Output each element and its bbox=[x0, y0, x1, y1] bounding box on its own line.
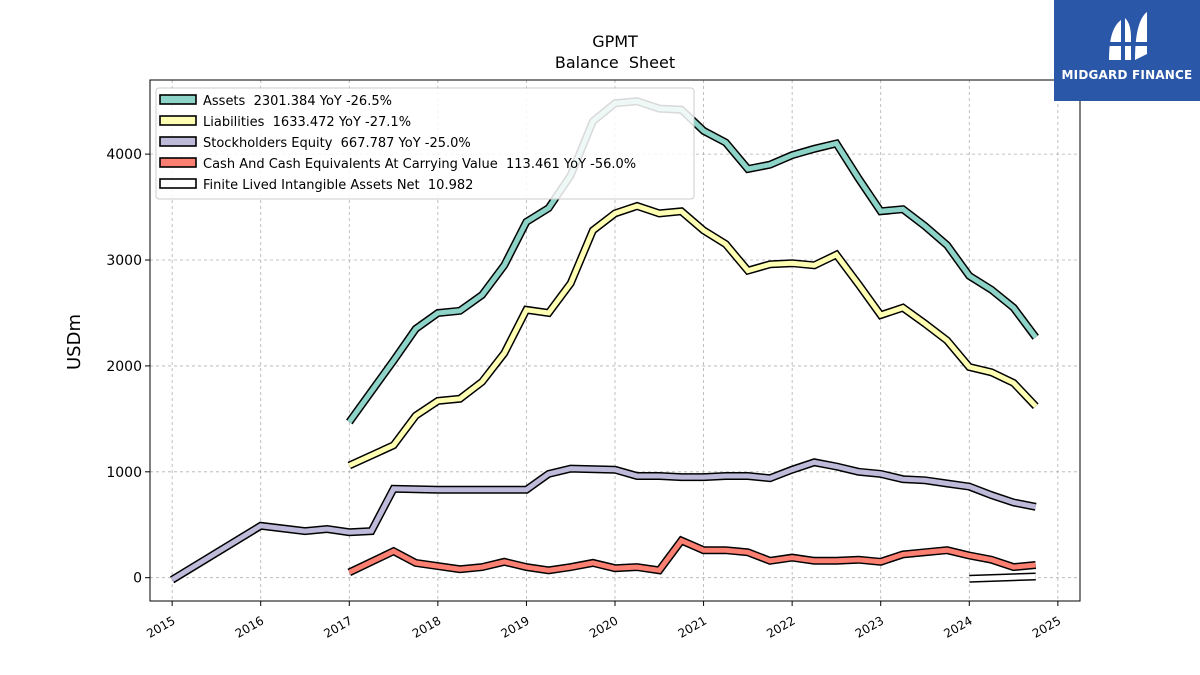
x-tick-label: 2024 bbox=[941, 613, 974, 640]
legend-label: Finite Lived Intangible Assets Net 10.98… bbox=[203, 178, 473, 193]
series-2 bbox=[347, 201, 1039, 470]
x-tick-label: 2016 bbox=[233, 613, 266, 640]
y-axis-label: USDm bbox=[64, 314, 85, 370]
series-line bbox=[170, 459, 1037, 582]
legend-frame bbox=[155, 87, 695, 200]
legend-swatch bbox=[159, 115, 197, 126]
chart-title: GPMT bbox=[592, 32, 638, 51]
series-3 bbox=[170, 458, 1037, 584]
y-tick-label: 4000 bbox=[106, 147, 142, 163]
y-tick-label: 0 bbox=[133, 571, 142, 587]
series-1 bbox=[346, 97, 1039, 425]
y-tick-label: 1000 bbox=[106, 465, 142, 481]
legend-label: Assets 2301.384 YoY -26.5% bbox=[203, 94, 392, 109]
x-tick-label: 2022 bbox=[764, 613, 797, 640]
x-tick-label: 2023 bbox=[853, 613, 886, 640]
series-line bbox=[347, 98, 1038, 424]
series-outline bbox=[347, 201, 1039, 470]
x-tick-label: 2015 bbox=[144, 613, 177, 640]
series-layer bbox=[170, 97, 1039, 584]
legend-swatch bbox=[159, 178, 197, 189]
x-tick-label: 2021 bbox=[676, 613, 709, 640]
series-5 bbox=[969, 572, 1036, 583]
midgard-finance-logo: MIDGARD FINANCE bbox=[1054, 0, 1200, 101]
series-line bbox=[969, 574, 1036, 582]
x-tick-label: 2020 bbox=[587, 613, 620, 640]
logo-mark-icon bbox=[1107, 12, 1149, 60]
legend-label: Cash And Cash Equivalents At Carrying Va… bbox=[203, 157, 636, 172]
x-tick-label: 2025 bbox=[1030, 613, 1063, 640]
chart-subtitle: Balance Sheet bbox=[555, 53, 675, 72]
y-tick-label: 2000 bbox=[106, 359, 142, 375]
legend-swatch bbox=[159, 136, 197, 147]
legend-swatch bbox=[159, 94, 197, 105]
x-tick-label: 2019 bbox=[498, 613, 531, 640]
legend-label: Liabilities 1633.472 YoY -27.1% bbox=[203, 115, 411, 130]
series-4 bbox=[347, 535, 1037, 577]
legend-swatch bbox=[159, 157, 197, 168]
x-tick-label: 2018 bbox=[410, 613, 443, 640]
series-line bbox=[348, 537, 1036, 575]
legend: Assets 2301.384 YoY -26.5% Liabilities 16… bbox=[155, 87, 695, 200]
brand-name: MIDGARD FINANCE bbox=[1061, 68, 1193, 82]
legend-label: Stockholders Equity 667.787 YoY -25.0% bbox=[203, 136, 471, 151]
series-line bbox=[348, 203, 1038, 468]
y-tick-label: 3000 bbox=[106, 253, 142, 269]
x-tick-label: 2017 bbox=[321, 613, 354, 640]
